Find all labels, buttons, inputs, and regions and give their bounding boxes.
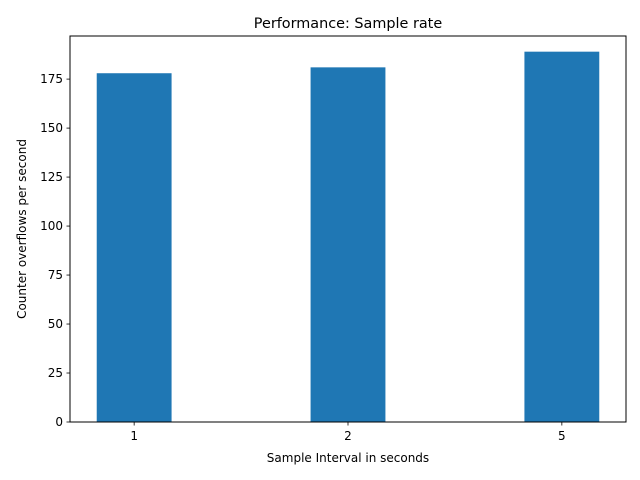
x-axis-label: Sample Interval in seconds	[267, 451, 429, 465]
chart-title: Performance: Sample rate	[254, 16, 443, 32]
y-axis-label: Counter overflows per second	[15, 139, 29, 319]
x-tick-label: 2	[344, 429, 352, 443]
x-tick-label: 1	[130, 429, 138, 443]
y-ticks-group: 0 25 50 75 100 125 150 175	[40, 72, 70, 429]
y-tick-label: 50	[48, 317, 63, 331]
plot-frame	[69, 35, 627, 423]
y-tick-label: 125	[40, 170, 63, 184]
x-ticks-group: 1 2 5	[130, 422, 566, 443]
y-tick-label: 75	[48, 268, 63, 282]
y-tick-label: 150	[40, 121, 63, 135]
bar-2	[310, 67, 386, 422]
x-tick-label: 5	[558, 429, 566, 443]
bar-5	[524, 51, 600, 423]
y-tick-label: 0	[55, 415, 63, 429]
bar-1	[96, 73, 172, 422]
bars-group	[96, 51, 600, 423]
y-tick-label: 175	[40, 72, 63, 86]
y-tick-label: 100	[40, 219, 63, 233]
y-tick-label: 25	[48, 366, 63, 380]
